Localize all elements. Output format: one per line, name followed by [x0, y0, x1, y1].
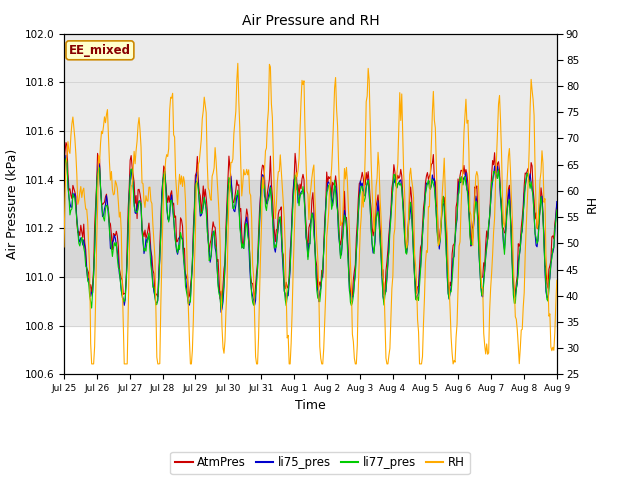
Text: EE_mixed: EE_mixed [69, 44, 131, 57]
Bar [64, 180, 557, 277]
Legend: AtmPres, li75_pres, li77_pres, RH: AtmPres, li75_pres, li77_pres, RH [170, 452, 470, 474]
Bar [64, 34, 557, 326]
Y-axis label: RH: RH [586, 195, 599, 213]
X-axis label: Time: Time [295, 399, 326, 412]
Y-axis label: Air Pressure (kPa): Air Pressure (kPa) [6, 149, 19, 259]
Title: Air Pressure and RH: Air Pressure and RH [241, 14, 380, 28]
